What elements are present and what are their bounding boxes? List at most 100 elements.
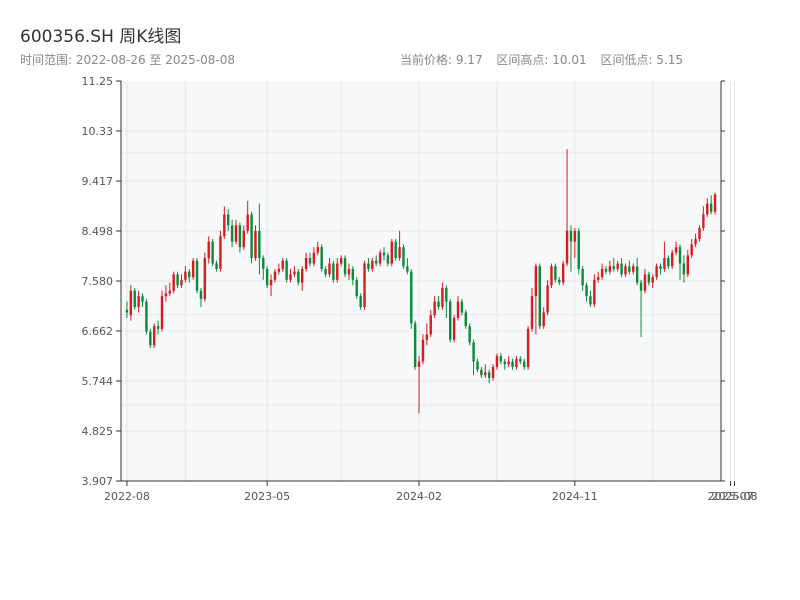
candle-body bbox=[628, 266, 631, 272]
y-tick-label: 6.662 bbox=[82, 325, 114, 338]
candle-body bbox=[694, 238, 697, 245]
candle-body bbox=[655, 266, 658, 278]
y-tick-label: 9.417 bbox=[82, 175, 114, 188]
candle-body bbox=[663, 258, 666, 269]
candle-body bbox=[262, 258, 265, 269]
candle-body bbox=[429, 315, 432, 335]
candle-body bbox=[635, 266, 639, 283]
candle-body bbox=[503, 361, 506, 365]
candle-body bbox=[367, 263, 370, 269]
candle-body bbox=[452, 317, 456, 340]
candle-body bbox=[355, 279, 358, 297]
x-tick-label: 2025-07 bbox=[708, 490, 754, 503]
candle-body bbox=[223, 214, 226, 237]
candle-body bbox=[495, 356, 499, 367]
candle-body bbox=[207, 241, 210, 259]
candle-body bbox=[437, 301, 440, 308]
candle-body bbox=[487, 372, 491, 378]
candle-body bbox=[480, 369, 483, 376]
candle-body bbox=[332, 263, 335, 280]
candle-body bbox=[565, 230, 569, 264]
candle-body bbox=[125, 309, 129, 313]
candle-body bbox=[293, 271, 296, 275]
candle-body bbox=[269, 279, 273, 286]
candle-body bbox=[600, 268, 604, 278]
candle-body bbox=[620, 263, 623, 275]
y-tick-label: 10.33 bbox=[82, 125, 114, 138]
candle-body bbox=[343, 258, 347, 275]
candle-body bbox=[706, 203, 709, 215]
candle-body bbox=[250, 214, 253, 259]
candle-body bbox=[254, 230, 257, 259]
candle-body bbox=[546, 285, 549, 313]
candle-body bbox=[709, 203, 713, 212]
candle-body bbox=[246, 214, 249, 231]
candle-body bbox=[651, 277, 654, 283]
candle-body bbox=[597, 277, 600, 280]
candle-body bbox=[569, 230, 573, 242]
candle-body bbox=[273, 271, 277, 280]
candle-body bbox=[199, 290, 203, 299]
candle-body bbox=[359, 296, 362, 308]
candle-body bbox=[639, 282, 643, 291]
candle-body bbox=[421, 339, 425, 362]
candle-body bbox=[698, 228, 701, 239]
candle-body bbox=[382, 252, 386, 256]
candle-body bbox=[172, 274, 175, 291]
y-tick-label: 11.25 bbox=[82, 75, 114, 88]
y-tick-label: 8.498 bbox=[82, 225, 114, 238]
y-tick-label: 5.744 bbox=[82, 375, 114, 388]
candle-body bbox=[538, 266, 541, 327]
candle-body bbox=[530, 296, 534, 329]
candle-body bbox=[472, 342, 475, 362]
candle-body bbox=[301, 268, 304, 283]
candle-body bbox=[441, 287, 444, 308]
candle-body bbox=[608, 266, 612, 272]
candle-body bbox=[281, 260, 284, 269]
candle-body bbox=[351, 268, 355, 280]
chart-title: 600356.SH 周K线图 bbox=[20, 27, 182, 47]
candle-body bbox=[468, 326, 471, 343]
candle-body bbox=[585, 285, 588, 297]
candle-body bbox=[624, 266, 627, 275]
candle-body bbox=[398, 247, 401, 259]
candle-body bbox=[316, 247, 319, 253]
candle-body bbox=[464, 312, 467, 327]
candle-body bbox=[176, 274, 179, 286]
candle-body bbox=[632, 266, 635, 272]
period-low-label: 区间低点: 5.15 bbox=[600, 53, 684, 67]
candle-body bbox=[308, 258, 312, 264]
candle-body bbox=[476, 361, 479, 370]
candle-body bbox=[203, 258, 207, 299]
candle-body bbox=[511, 361, 514, 367]
candle-body bbox=[265, 268, 269, 286]
candle-body bbox=[285, 260, 288, 280]
candle-body bbox=[145, 301, 148, 332]
candle-body bbox=[258, 230, 261, 259]
candle-body bbox=[690, 244, 693, 256]
candle-body bbox=[137, 296, 140, 308]
x-tick-label: 2023-05 bbox=[244, 490, 290, 503]
candle-body bbox=[234, 225, 238, 242]
candle-body bbox=[371, 260, 374, 269]
candle-body bbox=[425, 334, 429, 340]
candle-body bbox=[242, 230, 245, 248]
candle-body bbox=[289, 274, 292, 280]
candle-body bbox=[647, 274, 651, 283]
candle-body bbox=[180, 279, 183, 286]
candle-body bbox=[141, 296, 144, 302]
candle-body bbox=[230, 225, 234, 242]
candle-body bbox=[304, 258, 308, 269]
x-tick-label: 2025-08 bbox=[712, 490, 758, 503]
candle-body bbox=[402, 247, 405, 267]
x-tick-label: 2024-02 bbox=[396, 490, 442, 503]
candle-body bbox=[153, 326, 156, 346]
candle-body bbox=[561, 263, 565, 283]
candle-body bbox=[499, 356, 503, 362]
candle-body bbox=[433, 301, 436, 316]
candle-body bbox=[534, 266, 538, 297]
candle-body bbox=[215, 263, 218, 269]
candle-body bbox=[686, 255, 689, 275]
candle-body bbox=[577, 230, 580, 269]
candle-body bbox=[643, 274, 647, 291]
